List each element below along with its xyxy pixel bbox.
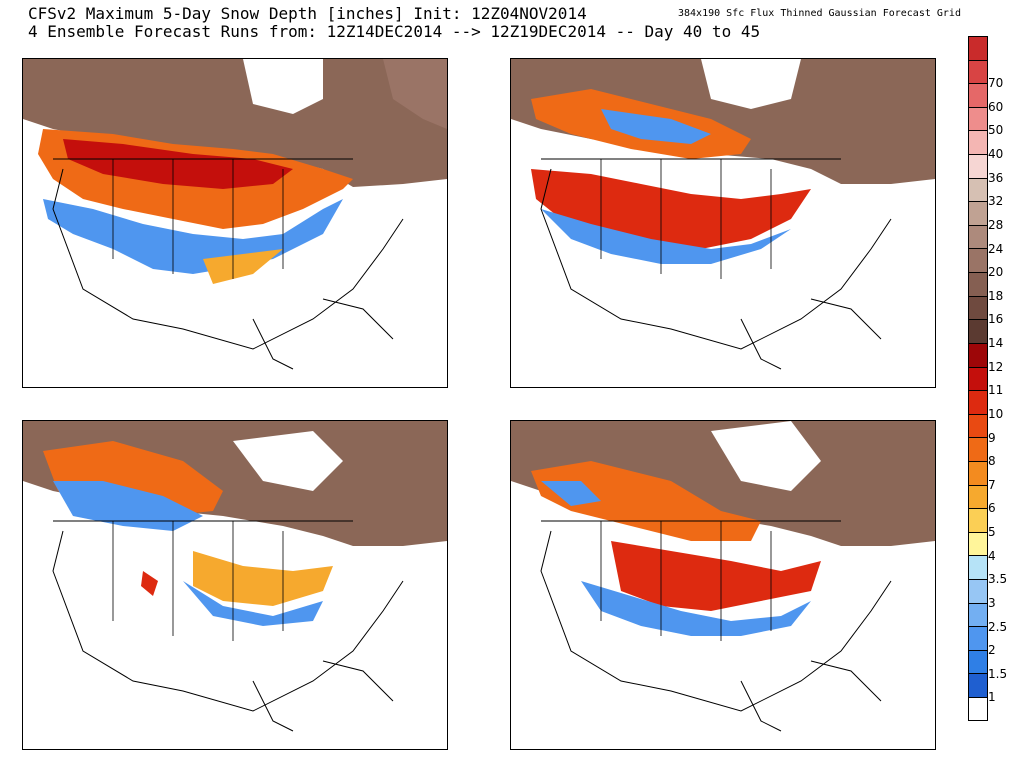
legend-label: 18 <box>988 288 1004 303</box>
legend-label: 5 <box>988 525 996 540</box>
legend-label: 28 <box>988 217 1004 232</box>
legend-swatch <box>968 579 988 603</box>
legend-swatch <box>968 626 988 650</box>
chart-title: CFSv2 Maximum 5-Day Snow Depth [inches] … <box>28 4 587 23</box>
legend-swatch <box>968 130 988 155</box>
legend-label: 16 <box>988 312 1004 327</box>
legend-label: 1.5 <box>988 666 1008 681</box>
legend-swatch <box>968 295 988 320</box>
legend-swatch <box>968 248 988 273</box>
legend-label: 9 <box>988 430 996 445</box>
snow-depth-map-4 <box>511 421 935 749</box>
legend-swatch <box>968 319 988 343</box>
legend-label: 4 <box>988 548 996 563</box>
legend-label: 3 <box>988 595 996 610</box>
legend-swatch <box>968 201 988 225</box>
legend-swatch <box>968 649 988 674</box>
snow-depth-map-3 <box>23 421 447 749</box>
legend-swatch <box>968 36 988 60</box>
legend-swatch <box>968 83 988 107</box>
legend-swatch <box>968 59 988 84</box>
legend-label: 6 <box>988 501 996 516</box>
legend-swatch <box>968 673 988 698</box>
legend-label: 12 <box>988 359 1004 374</box>
legend-label: 2 <box>988 643 996 658</box>
legend-swatch <box>968 272 988 296</box>
legend-swatch <box>968 154 988 178</box>
map-panel-run-2 <box>510 58 936 388</box>
legend-label: 3.5 <box>988 572 1008 587</box>
map-panel-run-4 <box>510 420 936 750</box>
legend-swatch <box>968 484 988 509</box>
color-legend <box>968 36 988 721</box>
legend-swatch <box>968 224 988 249</box>
legend-label: 60 <box>988 99 1004 114</box>
legend-swatch <box>968 531 988 556</box>
legend-label: 32 <box>988 194 1004 209</box>
legend-label: 24 <box>988 241 1004 256</box>
legend-swatch <box>968 390 988 414</box>
legend-label: 14 <box>988 336 1004 351</box>
legend-label: 50 <box>988 123 1004 138</box>
legend-label: 10 <box>988 406 1004 421</box>
legend-swatch <box>968 697 988 721</box>
legend-label: 2.5 <box>988 619 1008 634</box>
legend-swatch <box>968 413 988 438</box>
legend-label: 40 <box>988 147 1004 162</box>
legend-label: 11 <box>988 383 1004 398</box>
legend-swatch <box>968 177 988 202</box>
legend-swatch <box>968 602 988 627</box>
chart-subtitle: 4 Ensemble Forecast Runs from: 12Z14DEC2… <box>28 22 761 41</box>
legend-swatch <box>968 460 988 485</box>
legend-label: 70 <box>988 76 1004 91</box>
legend-swatch <box>968 508 988 532</box>
snow-depth-map-1 <box>23 59 447 387</box>
legend-label: 8 <box>988 454 996 469</box>
legend-label: 1 <box>988 690 996 705</box>
legend-swatch <box>968 366 988 391</box>
legend-label: 7 <box>988 477 996 492</box>
legend-label: 20 <box>988 265 1004 280</box>
grid-description: 384x190 Sfc Flux Thinned Gaussian Foreca… <box>678 8 961 19</box>
legend-swatch <box>968 342 988 367</box>
map-panel-run-1 <box>22 58 448 388</box>
legend-label: 36 <box>988 170 1004 185</box>
snow-depth-map-2 <box>511 59 935 387</box>
legend-swatch <box>968 555 988 580</box>
legend-swatch <box>968 106 988 131</box>
legend-swatch <box>968 437 988 461</box>
map-panel-run-3 <box>22 420 448 750</box>
